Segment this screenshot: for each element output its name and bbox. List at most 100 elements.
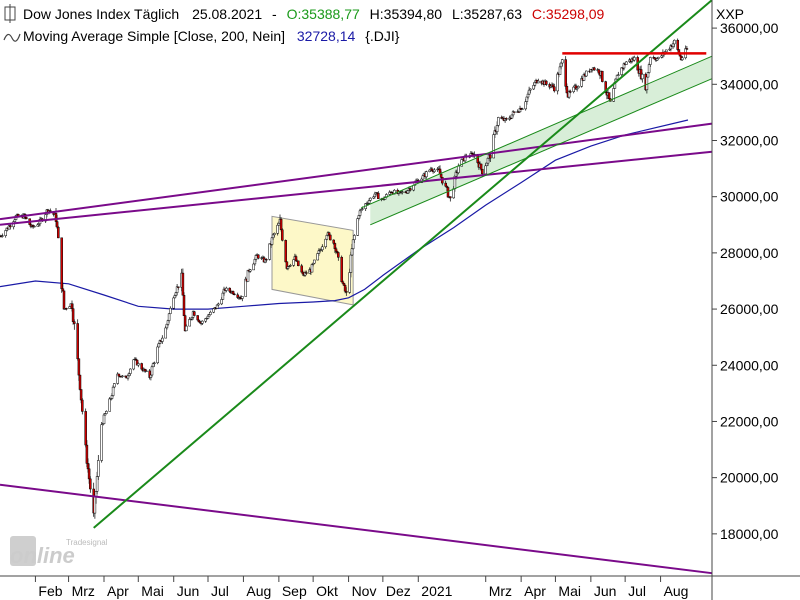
candle-body (71, 308, 75, 322)
candle-body (529, 88, 532, 91)
candle-body (556, 73, 559, 92)
purple-trendline-lower (0, 150, 713, 226)
candle-body (132, 359, 135, 370)
candle-body (252, 263, 255, 271)
candle-body (206, 315, 210, 319)
candle-body (401, 191, 404, 193)
candle-body (617, 74, 620, 76)
candle-body (284, 240, 287, 263)
x-tick-label: Apr (107, 583, 129, 599)
candle-body (353, 235, 356, 240)
candle-body (428, 169, 431, 172)
candle-body (645, 76, 649, 91)
candle-body (633, 57, 636, 61)
candle-body (220, 299, 223, 305)
legend-low: L:35287,63 (452, 6, 522, 22)
main-uptrend-line (93, 0, 713, 529)
candle-body (54, 213, 58, 222)
legend-separator: - (272, 6, 277, 22)
candle-body (4, 230, 7, 236)
candle-body (70, 303, 74, 309)
candle-body (173, 295, 177, 299)
candle-body (358, 210, 362, 216)
candle-body (79, 389, 83, 401)
candle-body (673, 39, 676, 45)
candle-body (685, 48, 689, 50)
candle-body (337, 252, 340, 258)
uptrend-channel-fill (361, 56, 712, 225)
candle-body (117, 373, 121, 377)
tradesignal-watermark: Tradesignal online (10, 536, 108, 568)
candle-body (485, 162, 489, 167)
candle-body (569, 91, 572, 93)
candle-body (182, 295, 186, 316)
candle-body (305, 272, 308, 274)
candles-layer (0, 38, 689, 519)
candle-body (225, 287, 228, 291)
candle-body (497, 117, 500, 126)
candle-body (244, 278, 247, 297)
candle-body (140, 363, 143, 370)
svg-text:Moving Average Simple [Close,: Moving Average Simple [Close, 200, Nein]… (23, 28, 400, 44)
candle-body (161, 337, 164, 342)
candle-body (181, 272, 185, 296)
candle-body (525, 96, 529, 102)
drawings-back-layer (0, 56, 712, 310)
candle-body (524, 101, 527, 110)
y-tick-label: 28000,00 (720, 245, 779, 261)
candle-body (533, 82, 537, 86)
candle-body (246, 269, 250, 282)
candle-body (607, 92, 611, 99)
y-tick-label: 26000,00 (720, 301, 779, 317)
candle-body (558, 66, 562, 75)
candle-body (641, 73, 644, 80)
x-tick-label: Mrz (72, 583, 95, 599)
candle-body (212, 308, 215, 313)
candle-body (671, 43, 675, 47)
candle-body (167, 313, 171, 321)
purple-trendline-bottom (0, 483, 713, 575)
candle-body (102, 414, 106, 424)
channel-upper-line (360, 55, 713, 209)
x-tick-label: Mai (141, 583, 164, 599)
candle-body (268, 243, 271, 260)
x-tick-label: Mrz (489, 583, 512, 599)
x-tick-label: Jul (628, 583, 646, 599)
candle-body (577, 86, 580, 89)
candle-body (270, 237, 274, 245)
candle-body (271, 234, 275, 239)
x-tick-label: Aug (664, 583, 689, 599)
candle-body (572, 86, 575, 92)
candle-body (277, 222, 281, 226)
candle-body (367, 200, 371, 204)
candle-body (551, 84, 555, 88)
candle-body (95, 476, 99, 492)
candle-body (153, 362, 156, 364)
candle-body (585, 70, 588, 77)
x-tick-label: Sep (282, 583, 307, 599)
legend-ohlc: Dow Jones Index Täglich 25.08.2021 - O:3… (4, 4, 605, 23)
candle-body (221, 292, 225, 300)
candle-body (257, 254, 260, 259)
watermark-big-text: online (10, 543, 75, 568)
candle-body (452, 188, 455, 199)
candle-body (294, 256, 298, 262)
candle-body (145, 370, 148, 372)
candle-body (332, 239, 335, 244)
legend-high: H:35394,80 (370, 6, 443, 22)
legend-open: O:35388,77 (287, 6, 360, 22)
candle-body (521, 108, 524, 110)
x-tick-label: Jul (211, 583, 229, 599)
candle-body (151, 363, 155, 368)
legend-sma: Moving Average Simple [Close, 200, Nein]… (3, 28, 400, 44)
candle-body (324, 238, 327, 248)
candle-body (433, 169, 436, 172)
candle-body (126, 375, 130, 379)
candle-body (647, 64, 651, 73)
candle-body (188, 318, 191, 327)
candle-body (297, 260, 300, 267)
candle-body (601, 70, 604, 82)
x-tick-label: Apr (524, 583, 546, 599)
candle-body (310, 264, 314, 273)
